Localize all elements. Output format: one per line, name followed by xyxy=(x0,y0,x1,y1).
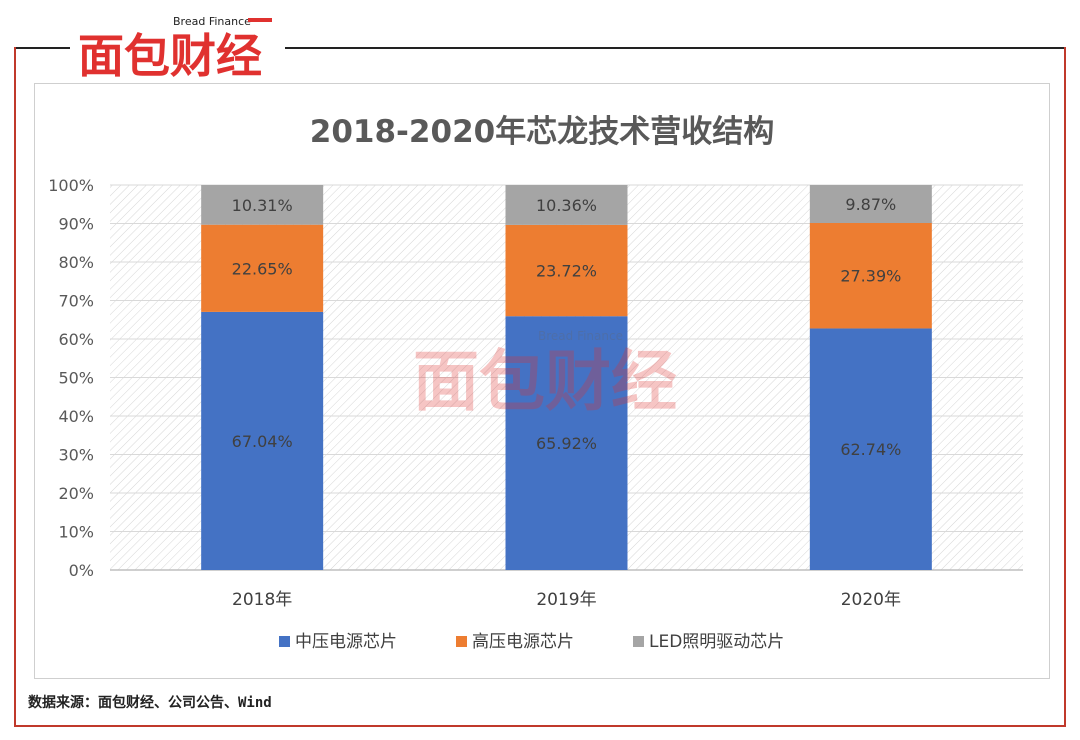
frame-top-line xyxy=(14,47,1066,49)
chart-title: 2018-2020年芯龙技术营收结构 xyxy=(310,114,774,150)
y-tick-label: 80% xyxy=(58,253,94,272)
data-label: 10.36% xyxy=(536,196,597,215)
y-tick-label: 0% xyxy=(69,561,94,580)
source-note: 数据来源：面包财经、公司公告、Wind xyxy=(28,695,272,711)
x-category-label: 2020年 xyxy=(841,590,901,610)
chart-panel: 2018-2020年芯龙技术营收结构 0% 10% 20% 30% 40% 50% 60% 7… xyxy=(34,83,1050,679)
y-tick-label: 30% xyxy=(58,446,94,465)
chart-svg: 2018-2020年芯龙技术营收结构 0% 10% 20% 30% 40% 50% 60% 7… xyxy=(48,114,1023,652)
y-tick-label: 50% xyxy=(58,369,94,388)
y-tick-label: 40% xyxy=(58,407,94,426)
brand-watermark: Bread Finance 面包财经 xyxy=(413,329,677,420)
brand-logo: Bread Finance 面包财经 xyxy=(70,10,285,83)
bar-segment xyxy=(505,224,628,317)
legend-swatch xyxy=(456,636,467,647)
data-label: 67.04% xyxy=(232,432,293,451)
bars: 67.04% 22.65% 10.31% 65.92% 23.72% 10.36% 62.7… xyxy=(201,185,932,570)
frame-right-line xyxy=(1064,47,1066,727)
legend: 中压电源芯片 高压电源芯片 LED照明驱动芯片 xyxy=(279,632,784,652)
y-tick-label: 10% xyxy=(58,523,94,542)
data-label: 65.92% xyxy=(536,434,597,453)
legend-label: 高压电源芯片 xyxy=(472,632,574,652)
bar-segment xyxy=(201,224,324,312)
legend-swatch xyxy=(279,636,290,647)
y-tick-label: 70% xyxy=(58,292,94,311)
bar-segment xyxy=(809,185,932,223)
data-label: 10.31% xyxy=(232,196,293,215)
y-tick-label: 100% xyxy=(48,176,94,195)
bar-segment xyxy=(809,222,932,329)
watermark-subtitle: Bread Finance xyxy=(538,329,623,343)
bar-segment xyxy=(201,185,324,225)
x-axis-categories: 2018年 2019年 2020年 xyxy=(232,590,901,610)
brand-subtitle: Bread Finance xyxy=(173,15,251,28)
data-label: 62.74% xyxy=(840,440,901,459)
bar-segment xyxy=(809,328,932,570)
data-label: 23.72% xyxy=(536,262,597,281)
legend-label: LED照明驱动芯片 xyxy=(649,632,784,652)
frame-bottom-line xyxy=(14,725,1066,727)
y-tick-label: 20% xyxy=(58,484,94,503)
data-label: 27.39% xyxy=(840,267,901,286)
data-label: 9.87% xyxy=(845,195,896,214)
data-label: 22.65% xyxy=(232,259,293,278)
bar-segment xyxy=(505,316,628,570)
bar-segment xyxy=(201,311,324,570)
bar-segment xyxy=(505,185,628,225)
y-tick-label: 60% xyxy=(58,330,94,349)
legend-swatch xyxy=(633,636,644,647)
x-category-label: 2018年 xyxy=(232,590,292,610)
legend-label: 中压电源芯片 xyxy=(295,632,397,652)
y-tick-label: 90% xyxy=(58,215,94,234)
frame-left-line xyxy=(14,47,16,727)
x-category-label: 2019年 xyxy=(536,590,596,610)
y-axis-ticks: 0% 10% 20% 30% 40% 50% 60% 70% 80% 90% 100% xyxy=(48,176,94,580)
brand-name: 面包财经 xyxy=(78,29,262,80)
watermark-name: 面包财经 xyxy=(413,343,677,420)
